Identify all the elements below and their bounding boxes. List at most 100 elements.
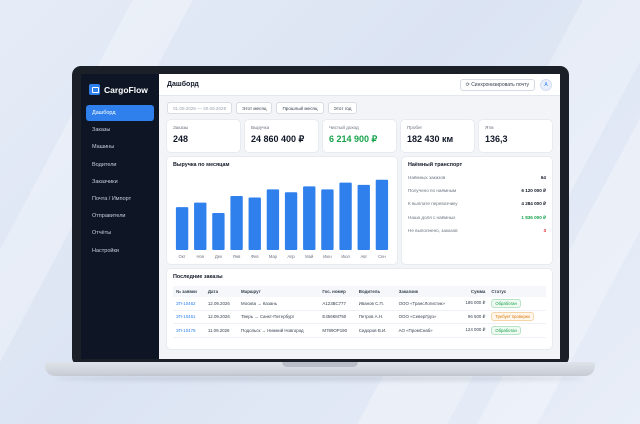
kpi-label: Выручка (251, 125, 270, 130)
kpi-value: 182 430 км (407, 134, 454, 144)
sidebar-item-customers[interactable]: Заказчики (92, 178, 118, 185)
chart-x-tick-label: Дек (215, 254, 222, 259)
chart-bar[interactable] (321, 189, 334, 250)
order-date: 11.09.2026 (204, 323, 239, 338)
transport-row-value: 1 836 000 ₽ (521, 214, 546, 220)
column-header[interactable]: Гос. номер (319, 286, 356, 297)
chart-title: Выручка по месяцам (173, 162, 230, 168)
transport-row-label: Наёмных заказов (408, 175, 446, 181)
order-plate: А123ВС777 (319, 297, 356, 311)
sync-mail-button[interactable]: ⟳ Синхронизировать почту (459, 78, 535, 91)
kpi-value: 24 860 400 ₽ (251, 134, 305, 144)
order-sum: 124 000 ₽ (457, 323, 489, 338)
kpi-card-mileage: Пробег 182 430 км (401, 120, 474, 152)
filter-this-year-button[interactable]: Этот год (327, 102, 358, 114)
transport-row: Не выполнено, заказов 3 (408, 228, 546, 233)
laptop-lid: CargoFlow Дашборд Заказы Машины Водители… (72, 66, 569, 366)
logo[interactable]: CargoFlow (86, 82, 154, 105)
kpi-label: Пробег (407, 125, 423, 130)
logo-icon (89, 84, 100, 95)
table-row[interactable]: ЗП-10462 12.09.2026 Москва → Казань А123… (173, 297, 546, 311)
sidebar: CargoFlow Дашборд Заказы Машины Водители… (81, 74, 159, 359)
kpi-value: 6 214 900 ₽ (329, 134, 378, 144)
kpi-card-net-income: Чистый доход 6 214 900 ₽ (323, 120, 396, 152)
order-sum: 96 500 ₽ (457, 310, 489, 325)
order-driver: Иванов С.П. (355, 297, 396, 311)
filter-this-month-button[interactable]: Этот месяц (236, 102, 273, 114)
transport-row: К выплате перевозчику 4 284 000 ₽ (408, 201, 546, 207)
order-date: 12.09.2026 (204, 297, 239, 311)
sidebar-item-mail-import[interactable]: Почта / Импорт (92, 195, 132, 202)
chart-bar[interactable] (230, 195, 243, 250)
order-status-cell: Требует проверки (488, 310, 546, 325)
order-number-link[interactable]: ЗП-10479 (173, 323, 205, 338)
app-name: CargoFlow (104, 84, 148, 95)
kpi-label: Ятм (485, 125, 494, 130)
order-client: ООО «ТрансЛогистик» (395, 297, 458, 311)
chart-x-tick-label: Июн (323, 254, 332, 259)
chart-bar[interactable] (339, 182, 352, 250)
order-number-link[interactable]: ЗП-10461 (173, 310, 205, 325)
orders-table: № заявки Дата Маршрут Гос. номер Водител… (173, 286, 546, 338)
sidebar-item-dashboard[interactable]: Дашборд (86, 105, 154, 121)
revenue-bar-chart: Окт Ноя Дек Янв Фев Мар Апр Май Июн Июл Авг Сен (175, 179, 389, 259)
column-header[interactable]: Статус (488, 286, 546, 297)
chart-x-tick-label: Фев (251, 254, 260, 259)
column-header[interactable]: Заказчик (395, 286, 458, 297)
chart-bar[interactable] (194, 202, 207, 250)
kpi-card-orders: Заказы 248 (167, 120, 240, 152)
sidebar-item-vehicles[interactable]: Машины (92, 144, 115, 151)
chart-bar[interactable] (284, 192, 298, 250)
chart-x-tick-label: Июл (341, 254, 350, 259)
order-status-cell: Обработан (488, 323, 546, 338)
chart-bar[interactable] (212, 213, 225, 250)
order-route: Тверь → Санкт-Петербург (238, 310, 320, 325)
chart-bar[interactable] (248, 197, 261, 250)
orders-title: Последние заказы (173, 274, 223, 280)
sidebar-item-orders[interactable]: Заказы (92, 127, 111, 134)
laptop-base (45, 362, 595, 376)
date-range-picker[interactable]: 01.09.2026 — 30.09.2026 (167, 102, 233, 114)
chart-x-tick-label: Ноя (196, 254, 204, 259)
order-client: ООО «СеверГруз» (395, 310, 458, 325)
table-row[interactable]: ЗП-10479 11.09.2026 Подольск → Нижний Но… (173, 323, 546, 338)
chart-bar[interactable] (375, 179, 389, 250)
chart-bar[interactable] (175, 207, 189, 250)
top-bar: Дашборд ⟳ Синхронизировать почту А (159, 74, 560, 96)
order-status-cell: Обработан (488, 297, 546, 311)
sidebar-item-reports[interactable]: Отчёты (92, 230, 112, 237)
chart-bar[interactable] (303, 186, 316, 250)
sidebar-item-senders[interactable]: Отправители (92, 213, 126, 220)
kpi-cards: Заказы 248 Выручка 24 860 400 ₽ Чистый д… (167, 120, 552, 152)
transport-row-label: К выплате перевозчику (408, 201, 458, 207)
chart-x-tick-label: Мар (269, 254, 278, 259)
app-window: CargoFlow Дашборд Заказы Машины Водители… (81, 74, 560, 359)
transport-row-value: 64 (540, 175, 546, 181)
column-header[interactable]: Маршрут (238, 286, 320, 297)
transport-row-value: 6 120 000 ₽ (521, 187, 546, 193)
column-header[interactable]: Дата (204, 286, 239, 297)
order-date: 12.09.2026 (204, 310, 239, 325)
table-header-row: № заявки Дата Маршрут Гос. номер Водител… (173, 286, 546, 297)
column-header[interactable]: № заявки (173, 286, 205, 297)
chart-bar[interactable] (357, 184, 370, 250)
sidebar-item-settings[interactable]: Настройки (92, 247, 119, 254)
sync-icon: ⟳ (465, 81, 470, 88)
filter-last-month-button[interactable]: Прошлый месяц (276, 102, 324, 114)
kpi-value: 136,3 (485, 134, 508, 144)
column-header[interactable]: Водитель (355, 286, 396, 297)
order-plate: М789ОР190 (319, 323, 356, 338)
order-number-link[interactable]: ЗП-10462 (173, 297, 205, 311)
chart-x-tick-label: Май (305, 254, 314, 259)
sidebar-item-drivers[interactable]: Водители (92, 161, 117, 168)
column-header[interactable]: Сумма (457, 286, 489, 297)
chart-bar[interactable] (266, 189, 280, 250)
order-route: Подольск → Нижний Новгород (238, 323, 320, 338)
order-client: АО «ПромСнаб» (395, 323, 458, 338)
order-driver: Петров А.Н. (355, 310, 396, 325)
status-badge: Обработан (491, 298, 521, 308)
avatar[interactable]: А (540, 78, 552, 91)
kpi-value: 248 (173, 134, 189, 144)
order-plate: Е456КМ750 (319, 310, 356, 325)
table-row[interactable]: ЗП-10461 12.09.2026 Тверь → Санкт-Петерб… (173, 310, 546, 325)
